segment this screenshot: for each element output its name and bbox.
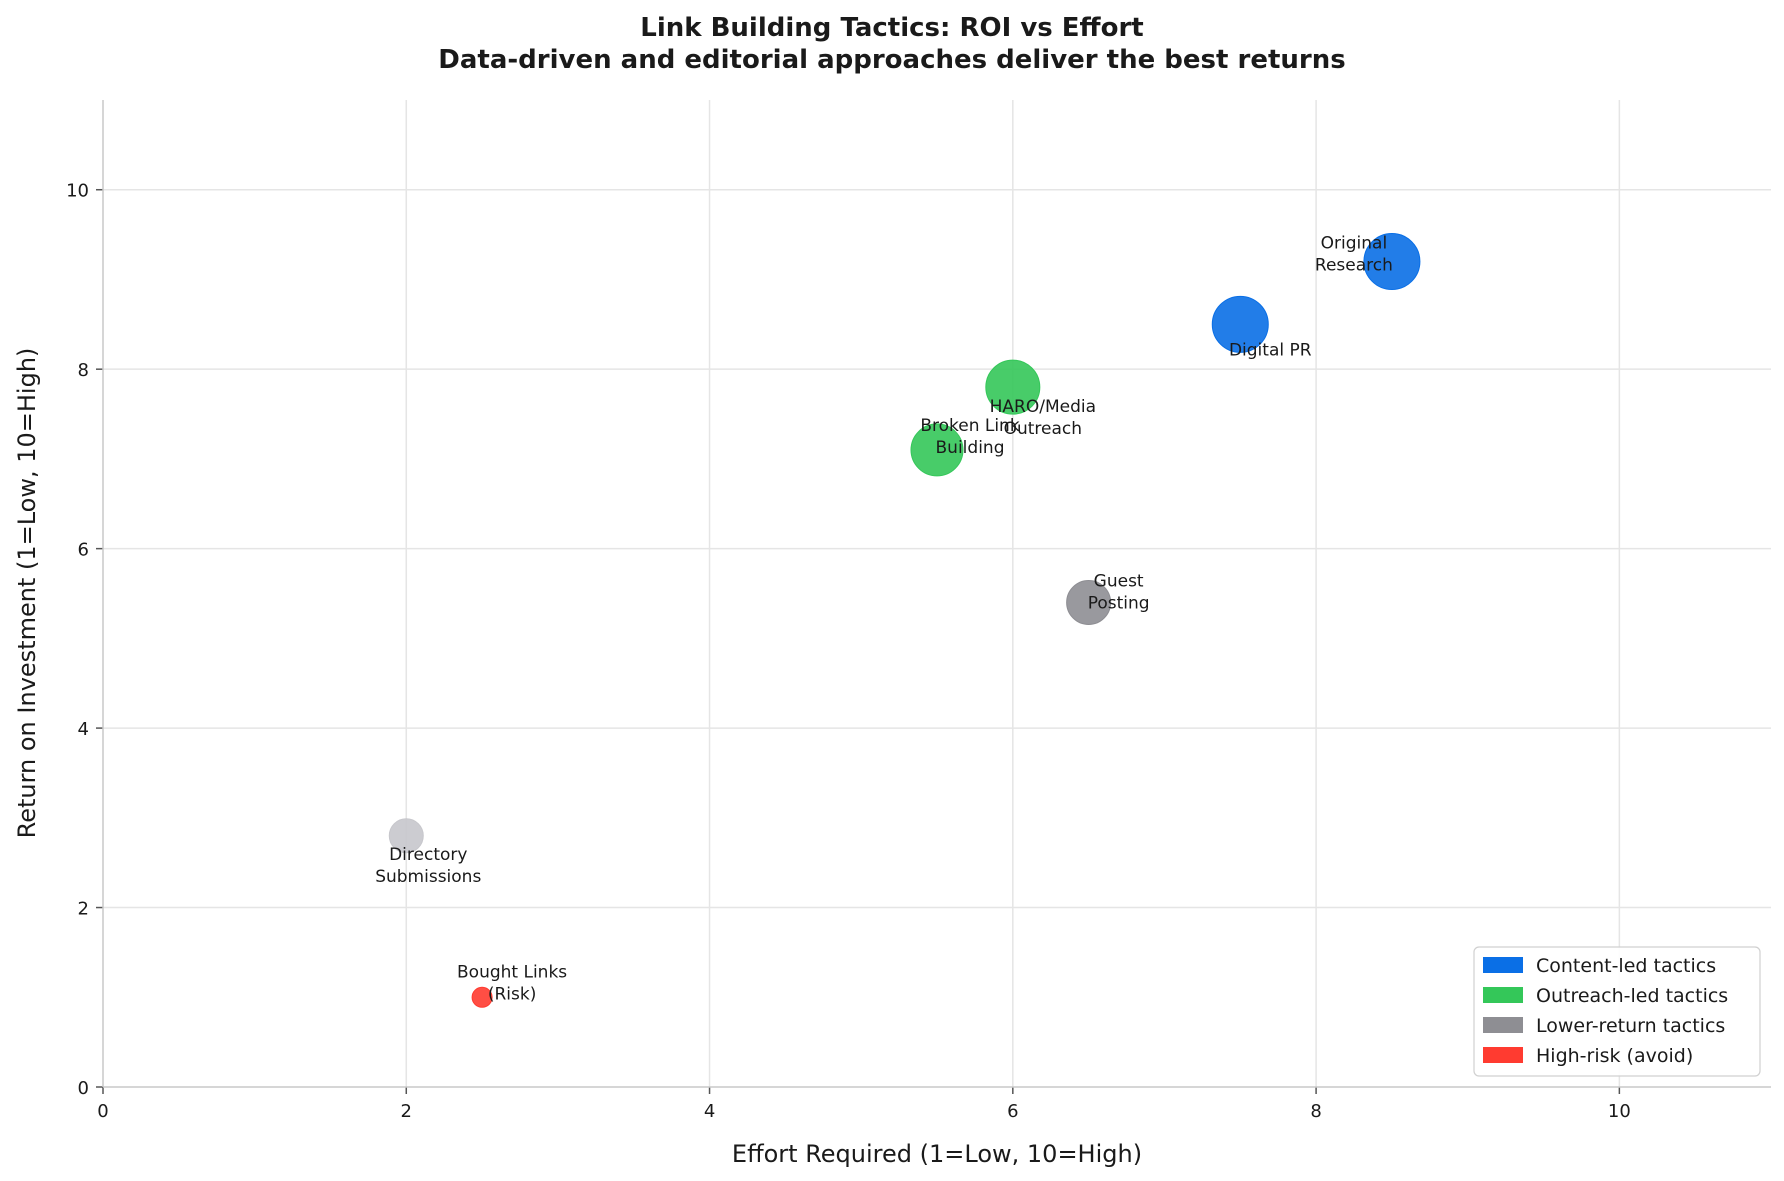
data-point xyxy=(471,986,493,1008)
legend-swatch xyxy=(1483,987,1523,1003)
data-point xyxy=(1066,579,1112,625)
x-tick-label: 4 xyxy=(704,1101,715,1122)
point-labels: Original Research Digital PR HARO/Media Outr… xyxy=(375,234,1393,1005)
legend-label: Outreach-led tactics xyxy=(1536,985,1728,1007)
point-label-line: Submissions xyxy=(375,867,481,887)
legend-label: Lower-return tactics xyxy=(1536,1015,1725,1037)
y-tick-label: 8 xyxy=(78,360,89,381)
legend-label: High-risk (avoid) xyxy=(1536,1045,1693,1067)
point-label-line: Broken Link xyxy=(920,416,1020,436)
y-tick-label: 10 xyxy=(66,181,89,202)
data-point xyxy=(985,359,1041,415)
chart-title-line1: Link Building Tactics: ROI vs Effort xyxy=(640,13,1143,43)
point-label-line: (Risk) xyxy=(488,984,537,1004)
axes xyxy=(96,100,1771,1094)
point-label: HARO/Media Outreach xyxy=(990,397,1096,439)
x-tick-label: 0 xyxy=(97,1101,108,1122)
grid xyxy=(103,100,1771,1087)
legend-swatch xyxy=(1483,957,1523,973)
legend-label: Content-led tactics xyxy=(1536,955,1716,977)
data-point xyxy=(1363,233,1421,291)
point-label: Guest Posting xyxy=(1088,571,1150,613)
point-label: Bought Links (Risk) xyxy=(457,962,567,1004)
x-axis-label: Effort Required (1=Low, 10=High) xyxy=(732,1140,1142,1168)
y-axis-label: Return on Investment (1=Low, 10=High) xyxy=(13,348,41,839)
x-tick-label: 6 xyxy=(1007,1101,1018,1122)
point-label-line: Digital PR xyxy=(1229,340,1312,360)
legend: Content-led tactics Outreach-led tactics L… xyxy=(1473,946,1761,1077)
legend-swatch xyxy=(1483,1047,1523,1063)
chart-title-line2: Data-driven and editorial approaches del… xyxy=(438,45,1345,75)
point-label-line: Guest xyxy=(1094,571,1144,591)
legend-swatch xyxy=(1483,1017,1523,1033)
y-tick-label: 2 xyxy=(78,899,89,920)
point-label-line: Building xyxy=(936,438,1005,458)
y-tick-label: 6 xyxy=(78,540,89,561)
point-label-line: Original xyxy=(1321,234,1388,254)
data-point xyxy=(1211,295,1269,353)
data-point xyxy=(910,423,964,477)
tick-labels: 0 2 4 6 8 10 0 2 4 6 8 10 xyxy=(66,181,1631,1122)
point-label: Broken Link Building xyxy=(920,416,1020,458)
point-label-line: HARO/Media xyxy=(990,397,1096,417)
point-label-line: Outreach xyxy=(1004,419,1082,439)
point-label: Original Research xyxy=(1315,234,1393,276)
point-label: Directory Submissions xyxy=(375,845,481,887)
data-points xyxy=(388,233,1421,1008)
point-label-line: Posting xyxy=(1088,593,1150,613)
point-label: Digital PR xyxy=(1229,340,1312,360)
x-tick-label: 10 xyxy=(1608,1101,1631,1122)
y-tick-label: 4 xyxy=(78,719,89,740)
y-tick-label: 0 xyxy=(78,1078,89,1099)
legend-box xyxy=(1473,946,1761,1077)
point-label-line: Directory xyxy=(389,845,467,865)
data-point xyxy=(388,818,424,854)
x-tick-label: 2 xyxy=(401,1101,412,1122)
point-label-line: Bought Links xyxy=(457,962,567,982)
plot-area: 0 2 4 6 8 10 0 2 4 6 8 10 Original Research Digital P… xyxy=(66,100,1771,1122)
x-tick-label: 8 xyxy=(1310,1101,1321,1122)
point-label-line: Research xyxy=(1315,256,1393,276)
